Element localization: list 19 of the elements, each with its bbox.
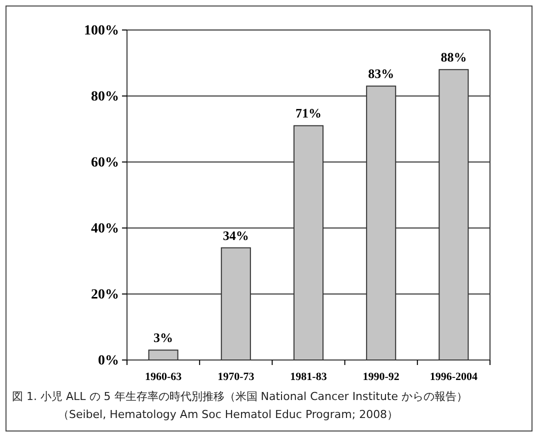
text: （Seibel, Hematology Am Soc Hematol Educ Program; 2008）	[58, 408, 398, 421]
data-label: 83%	[368, 66, 394, 82]
y-tick-label: 40%	[91, 221, 119, 236]
x-tick-label: 1996-2004	[430, 371, 478, 383]
data-label: 34%	[222, 228, 249, 243]
y-tick-label: 0%	[98, 353, 119, 368]
x-tick-label: 1960-63	[144, 371, 182, 383]
y-tick-label: 20%	[91, 287, 119, 302]
data-label: 3%	[154, 330, 174, 346]
x-tick-label: 1990-92	[362, 371, 400, 383]
y-tick-label: 80%	[91, 89, 119, 104]
data-label: 71%	[296, 106, 322, 121]
caption: 図 1. 小児 ALL の 5 年生存率の時代別推移（米国 National Cancer Institute からの報告）	[12, 390, 468, 403]
y-tick-label: 60%	[91, 155, 119, 170]
data-label: 88%	[440, 50, 467, 65]
x-tick-label: 1970-73	[218, 371, 255, 383]
bar	[148, 350, 178, 360]
y-tick-label: 100%	[84, 23, 119, 38]
x-tick-label: 1981-83	[290, 371, 328, 383]
